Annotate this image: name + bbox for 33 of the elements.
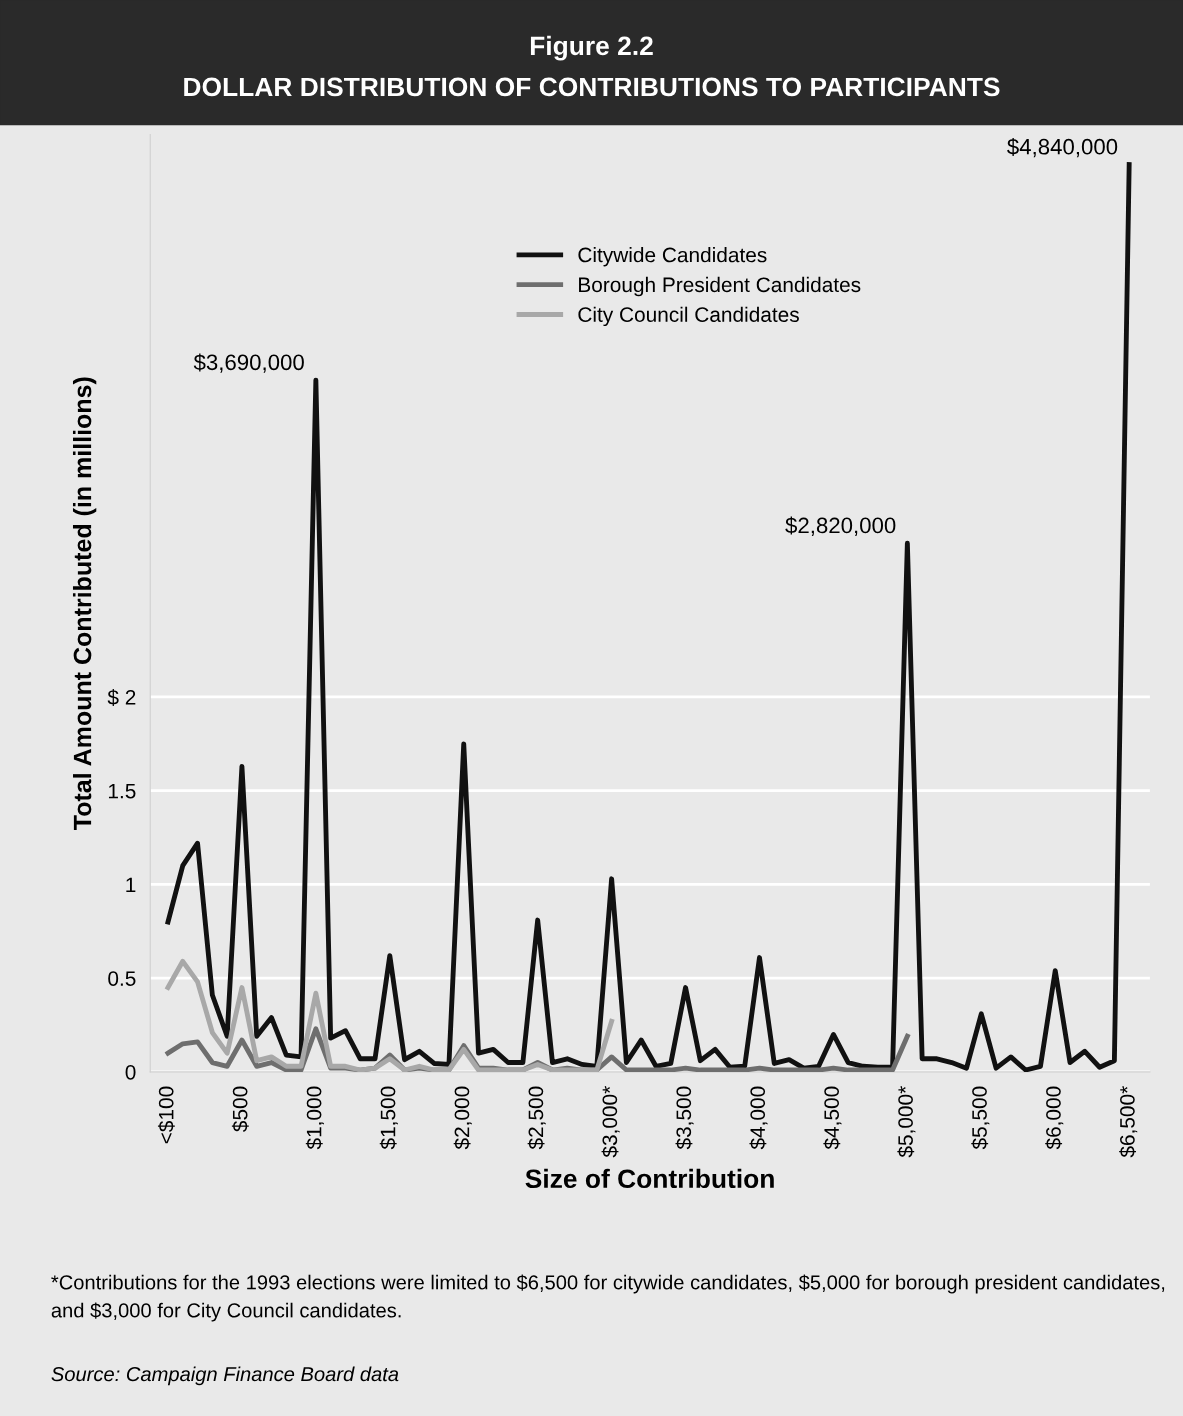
x-tick-label: $3,000*: [601, 1086, 620, 1158]
x-tick-label: <$100: [157, 1086, 175, 1144]
chart-subtitle: DOLLAR DISTRIBUTION OF CONTRIBUTIONS TO PARTICIPANTS: [184, 77, 1000, 97]
x-tick-label: $500: [231, 1086, 249, 1132]
legend-label: Citywide Candidates: [578, 247, 767, 267]
x-axis-title: Size of Contribution: [525, 1168, 774, 1189]
y-tick-label: 0.5: [108, 971, 136, 986]
y-axis-title: Total Amount Contributed (in millions): [72, 377, 97, 830]
text: *Contributions for the 1993 elections were limited to $6,500 for citywide candidates, $5,000 for borough president candidates, and $3,000 for City Council candidates.: [51, 1274, 1165, 1322]
annotation: $3,690,000: [193, 353, 304, 373]
x-tick-label: $4,000: [749, 1086, 768, 1150]
x-tick-label: $4,500: [823, 1086, 842, 1150]
x-tick-label: $3,500: [675, 1086, 694, 1150]
x-tick-label: $6,500*: [1119, 1086, 1138, 1158]
annotation: $2,820,000: [785, 516, 896, 536]
annotation: $4,840,000: [1007, 137, 1118, 158]
legend-label: Borough President Candidates: [579, 276, 861, 297]
y-tick-label: 1: [126, 877, 136, 892]
x-tick-label: $2,000: [453, 1086, 472, 1150]
x-tick-label: $2,500: [527, 1086, 546, 1150]
chart-title: Figure 2.2: [530, 35, 653, 61]
x-tick-label: $1,000: [305, 1086, 324, 1150]
x-tick-label: $5,000*: [897, 1086, 916, 1158]
source-note: Source: Campaign Finance Board data: [51, 1366, 399, 1386]
x-tick-label: $1,500: [379, 1086, 398, 1150]
y-tick-label: 0: [125, 1064, 136, 1080]
line-series: [165, 958, 615, 1072]
line-series: [165, 162, 1132, 1072]
x-tick-label: $6,000: [1045, 1086, 1064, 1150]
x-tick-label: $5,500: [971, 1086, 990, 1150]
legend-label: City Council Candidates: [578, 306, 799, 327]
y-tick-label: 1.5: [108, 783, 136, 799]
y-tick-label: $ 2: [107, 689, 136, 706]
